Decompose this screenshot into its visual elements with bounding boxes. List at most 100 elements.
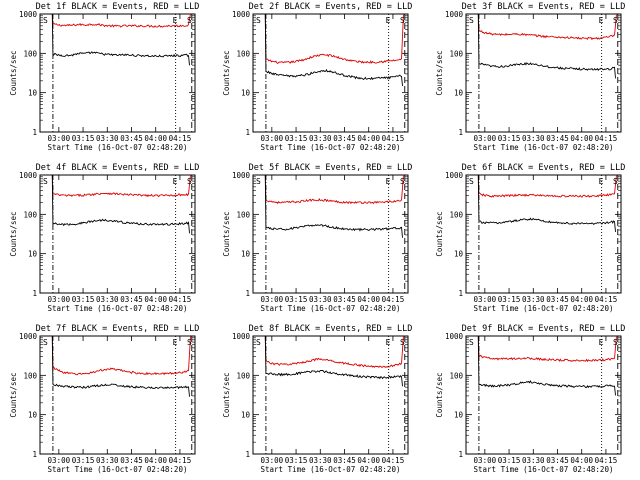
- y-axis-label: Counts/sec: [9, 50, 18, 95]
- y-tick-label: 1000: [232, 171, 251, 180]
- y-tick-label: 100: [23, 49, 37, 58]
- y-tick-label: 1: [245, 450, 250, 459]
- x-tick-label: 03:30: [96, 456, 119, 465]
- y-tick-label: 10: [454, 250, 464, 259]
- y-tick-label: 10: [241, 89, 251, 98]
- series-line-events: [477, 13, 616, 79]
- x-tick-label: 03:15: [72, 295, 95, 304]
- y-tick-label: 1000: [445, 332, 464, 341]
- marker-label-e: E: [599, 177, 604, 186]
- x-tick-label: 03:15: [72, 134, 95, 143]
- marker-label-s: S: [469, 16, 474, 25]
- y-axis-label: Counts/sec: [435, 372, 444, 417]
- series-line-events: [264, 174, 403, 238]
- y-tick-label: 1000: [445, 171, 464, 180]
- panel-title: Det 2f BLACK = Events, RED = LLD: [249, 2, 413, 12]
- x-tick-label: 03:45: [333, 456, 356, 465]
- y-tick-label: 10: [28, 411, 38, 420]
- series-line-events: [264, 335, 403, 387]
- x-tick-label: 04:15: [382, 456, 405, 465]
- panel-det-5: Det 5f BLACK = Events, RED = LLD 1 10 100 10…: [222, 163, 412, 313]
- y-axis-label: Counts/sec: [9, 211, 18, 256]
- y-tick-label: 100: [236, 210, 250, 219]
- plot-frame: [465, 13, 622, 133]
- y-tick-label: 1: [32, 450, 37, 459]
- series-line-lld: [264, 335, 404, 369]
- panel-det-7: Det 7f BLACK = Events, RED = LLD 1 10 100 10…: [9, 324, 199, 474]
- marker-label-s: S: [43, 177, 48, 186]
- x-tick-label: 03:45: [333, 295, 356, 304]
- panel-det-8: Det 8f BLACK = Events, RED = LLD 1 10 100 10…: [222, 324, 412, 474]
- y-tick-label: 10: [28, 89, 38, 98]
- series-line-lld: [477, 174, 617, 198]
- x-tick-label: 03:00: [261, 295, 284, 304]
- y-tick-label: 1: [458, 289, 463, 298]
- marker-label-e: E: [386, 338, 391, 347]
- x-tick-label: 04:00: [570, 456, 593, 465]
- x-tick-label: 03:45: [120, 134, 143, 143]
- x-tick-label: 03:00: [474, 134, 497, 143]
- panel-title: Det 5f BLACK = Events, RED = LLD: [249, 163, 413, 173]
- x-axis-label: Start Time (16-Oct-07 02:48:20): [261, 465, 401, 474]
- marker-label-e: E: [173, 338, 178, 347]
- panel-det-2: Det 2f BLACK = Events, RED = LLD 1 10 100 10…: [222, 2, 412, 152]
- series-line-lld: [51, 13, 191, 28]
- panel-det-3: Det 3f BLACK = Events, RED = LLD 1 10 100 10…: [435, 2, 625, 152]
- y-tick-label: 10: [241, 250, 251, 259]
- y-tick-label: 1000: [232, 10, 251, 19]
- x-tick-label: 03:45: [546, 134, 569, 143]
- y-axis-label: Counts/sec: [9, 372, 18, 417]
- marker-label-s: S: [43, 338, 48, 347]
- y-tick-label: 1000: [19, 332, 38, 341]
- y-tick-label: 10: [28, 250, 38, 259]
- x-tick-label: 03:15: [285, 295, 308, 304]
- x-tick-label: 04:00: [570, 295, 593, 304]
- x-tick-label: 03:30: [96, 295, 119, 304]
- x-tick-label: 03:15: [498, 456, 521, 465]
- marker-label-s: S: [43, 16, 48, 25]
- y-tick-label: 1000: [232, 332, 251, 341]
- plot-frame: [252, 13, 409, 133]
- series-line-lld: [264, 174, 404, 205]
- panel-det-1: Det 1f BLACK = Events, RED = LLD 1 10 100 10…: [9, 2, 199, 152]
- x-tick-label: 03:15: [72, 456, 95, 465]
- x-tick-label: 03:00: [261, 456, 284, 465]
- y-axis-label: Counts/sec: [222, 211, 231, 256]
- y-tick-label: 10: [241, 411, 251, 420]
- marker-label-e: E: [173, 177, 178, 186]
- x-tick-label: 04:00: [357, 295, 380, 304]
- x-axis-label: Start Time (16-Oct-07 02:48:20): [261, 143, 401, 152]
- marker-label-s-right: S: [187, 338, 192, 347]
- x-tick-label: 04:00: [357, 456, 380, 465]
- y-tick-label: 100: [23, 371, 37, 380]
- y-tick-label: 1000: [19, 171, 38, 180]
- y-tick-label: 1: [32, 289, 37, 298]
- x-axis-label: Start Time (16-Oct-07 02:48:20): [48, 304, 188, 313]
- x-tick-label: 03:30: [309, 295, 332, 304]
- panel-title: Det 4f BLACK = Events, RED = LLD: [36, 163, 200, 173]
- marker-label-s-right: S: [187, 16, 192, 25]
- plot-frame: [465, 335, 622, 455]
- marker-label-s: S: [469, 177, 474, 186]
- panel-title: Det 1f BLACK = Events, RED = LLD: [36, 2, 200, 12]
- x-tick-label: 04:15: [595, 134, 618, 143]
- marker-label-s: S: [256, 177, 261, 186]
- x-tick-label: 04:00: [570, 134, 593, 143]
- y-tick-label: 1: [245, 128, 250, 137]
- x-tick-label: 03:30: [522, 456, 545, 465]
- marker-label-e: E: [386, 177, 391, 186]
- y-axis-label: Counts/sec: [435, 211, 444, 256]
- x-tick-label: 03:00: [261, 134, 284, 143]
- x-tick-label: 04:15: [595, 295, 618, 304]
- x-tick-label: 04:15: [169, 134, 192, 143]
- plot-frame: [39, 13, 196, 133]
- x-tick-label: 03:45: [333, 134, 356, 143]
- x-axis-label: Start Time (16-Oct-07 02:48:20): [474, 465, 614, 474]
- panel-title: Det 8f BLACK = Events, RED = LLD: [249, 324, 413, 334]
- plot-frame: [465, 174, 622, 294]
- panel-det-6: Det 6f BLACK = Events, RED = LLD 1 10 100 10…: [435, 163, 625, 313]
- series-line-events: [51, 174, 190, 234]
- x-tick-label: 03:00: [48, 456, 71, 465]
- x-tick-label: 03:00: [48, 295, 71, 304]
- x-tick-label: 03:15: [498, 295, 521, 304]
